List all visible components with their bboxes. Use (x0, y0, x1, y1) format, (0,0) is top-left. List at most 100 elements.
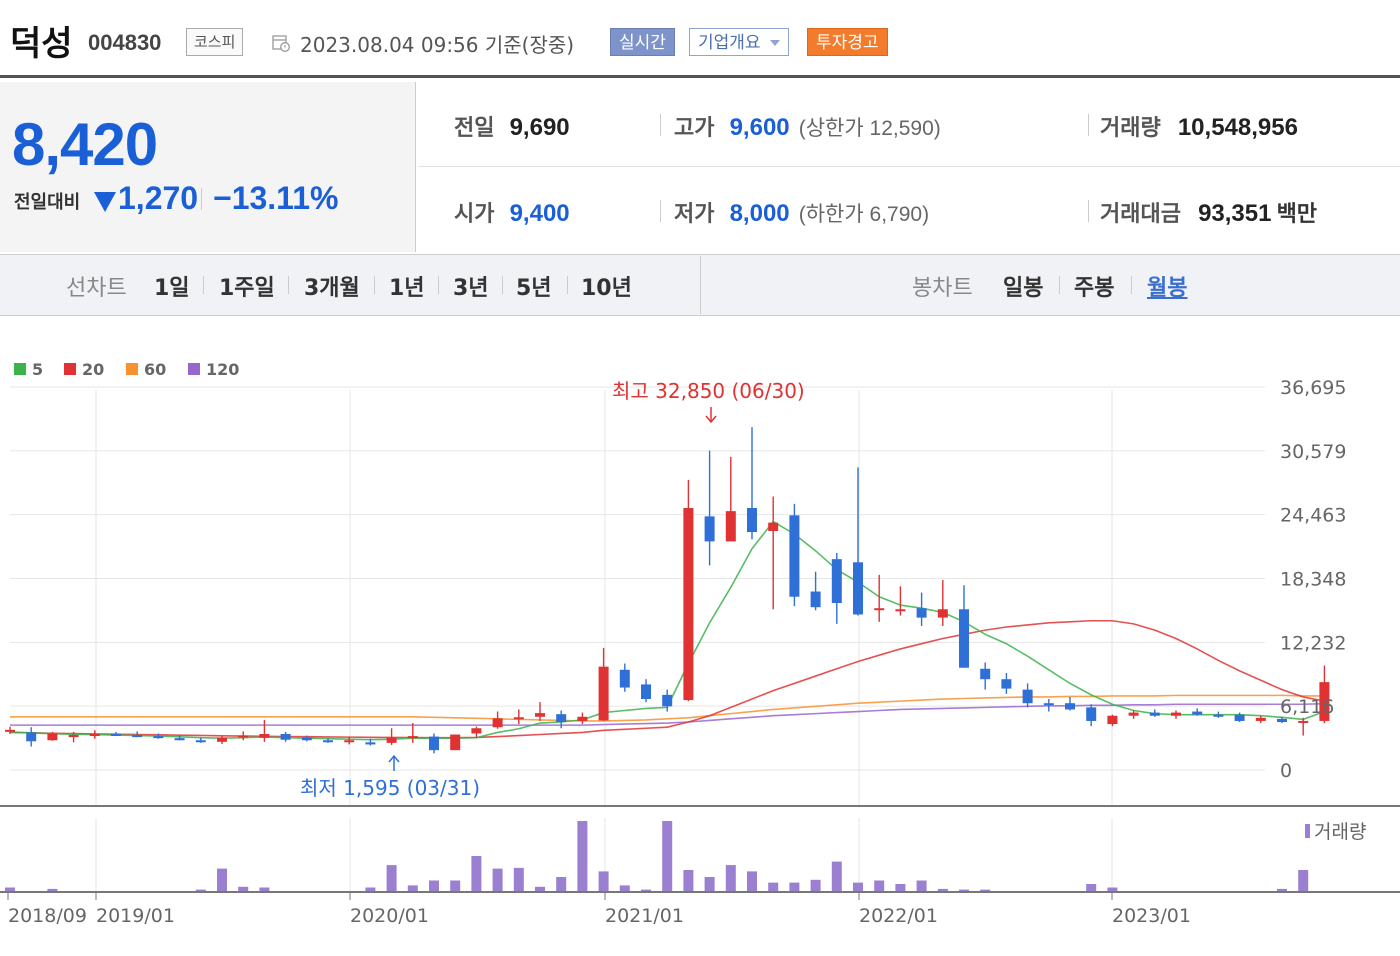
current-price: 8,420 (12, 111, 158, 178)
change-percent: −13.11% (213, 180, 339, 216)
candle-body (831, 559, 842, 604)
candle-body (853, 562, 863, 615)
candle-body (89, 733, 100, 736)
candle-body (916, 608, 927, 618)
legend-swatch (126, 363, 138, 375)
volume-bar (217, 868, 227, 891)
candle-body (598, 666, 609, 721)
ma120-line (10, 702, 1325, 726)
period-3y[interactable]: 3년 (453, 276, 489, 301)
amount-stat: 거래대금 93,351 백만 (1100, 196, 1317, 228)
high-annotation: 최고 32,850 (06/30) (612, 379, 805, 403)
candle-body (323, 740, 333, 743)
divider (700, 256, 701, 314)
prev-close-label: 전일 (454, 116, 495, 141)
period-3m[interactable]: 3개월 (304, 276, 360, 301)
low-arrow-head (388, 754, 400, 763)
volume-bar (980, 889, 991, 891)
volume-bar (1107, 887, 1118, 891)
lower-limit: (하한가 6,790) (798, 203, 930, 226)
realtime-button[interactable]: 실시간 (610, 28, 675, 56)
open-value: 9,400 (509, 200, 570, 227)
y-tick-label: 24,463 (1280, 505, 1346, 527)
market-badge: 코스피 (186, 28, 244, 56)
volume-legend-swatch (1305, 824, 1310, 838)
volume-bar (365, 887, 376, 891)
candle-body (471, 728, 482, 734)
candle-body (1022, 689, 1033, 704)
period-1d[interactable]: 1일 (154, 276, 190, 301)
chart-legend: 5 20 60 120 (14, 360, 239, 379)
candle-body (683, 508, 694, 701)
volume-bar (195, 889, 206, 891)
candle-body (132, 735, 143, 738)
y-tick-label: 6,116 (1280, 696, 1334, 718)
candle-body (153, 736, 164, 739)
down-triangle-icon (94, 192, 116, 212)
upper-limit: (상한가 12,590) (798, 117, 941, 140)
volume-bar (683, 870, 694, 891)
y-axis: 36,695 30,579 24,463 18,348 12,232 6,116 0 (1280, 377, 1346, 782)
divider (1131, 276, 1132, 294)
y-tick-label: 36,695 (1280, 377, 1346, 399)
candle-body (217, 737, 227, 742)
divider (660, 200, 661, 222)
volume-label: 거래량 (1100, 116, 1161, 141)
divider (203, 276, 204, 294)
y-tick-label: 30,579 (1280, 441, 1346, 463)
volume-bar (916, 880, 927, 891)
period-1y[interactable]: 1년 (389, 276, 425, 301)
low-stat: 저가 8,000 (하한가 6,790) (674, 196, 929, 228)
candle-body (535, 713, 545, 717)
y-tick-label: 0 (1280, 760, 1292, 782)
company-overview-dropdown[interactable]: 기업개요 (689, 28, 789, 56)
amount-value: 93,351 (1198, 200, 1272, 227)
candle-body (768, 522, 779, 531)
period-1w[interactable]: 1주일 (219, 276, 275, 301)
divider (567, 276, 568, 294)
candle-body (1255, 717, 1266, 721)
candle-body (1298, 720, 1309, 723)
candle-weekly[interactable]: 주봉 (1074, 276, 1115, 301)
company-overview-label: 기업개요 (698, 33, 761, 53)
stock-name: 덕성 (10, 24, 73, 64)
volume-value: 10,548,956 (1177, 114, 1298, 141)
legend-swatch (14, 363, 26, 375)
stock-code: 004830 (88, 30, 162, 55)
candle-body (238, 735, 249, 738)
candle-body (1319, 682, 1330, 721)
divider (288, 276, 289, 294)
low-label: 저가 (674, 202, 715, 227)
price-panel (0, 82, 416, 252)
candle-body (704, 516, 715, 542)
candle-body (301, 737, 312, 741)
volume-bar (895, 884, 906, 891)
volume-bar (386, 865, 397, 891)
legend-swatch (188, 363, 200, 375)
ma20-line (9, 619, 1325, 739)
candle-body (662, 694, 673, 707)
volume-bar (768, 882, 779, 891)
high-label: 고가 (674, 116, 715, 141)
candle-monthly[interactable]: 월봉 (1147, 276, 1188, 301)
candle-body (1128, 712, 1139, 716)
candle-body (874, 608, 885, 611)
low-value: 8,000 (729, 200, 790, 227)
volume-bar (5, 887, 15, 891)
volume-bar (259, 887, 270, 891)
candle-body (195, 740, 206, 743)
divider (438, 276, 439, 294)
quote-datetime: 2023.08.04 09:56 기준(장중) (300, 33, 575, 57)
period-10y[interactable]: 10년 (581, 276, 632, 301)
candle-daily[interactable]: 일봉 (1003, 276, 1044, 301)
candle-body (619, 669, 630, 688)
candle-body (513, 717, 524, 720)
candle-body (810, 591, 821, 608)
period-5y[interactable]: 5년 (516, 276, 552, 301)
calendar-clock-icon (272, 35, 290, 52)
volume-bar (513, 867, 524, 891)
change-value: 1,270 (118, 180, 199, 216)
amount-unit: 백만 (1276, 202, 1318, 227)
legend-label: 120 (206, 360, 239, 379)
volume-bar (1277, 888, 1287, 891)
